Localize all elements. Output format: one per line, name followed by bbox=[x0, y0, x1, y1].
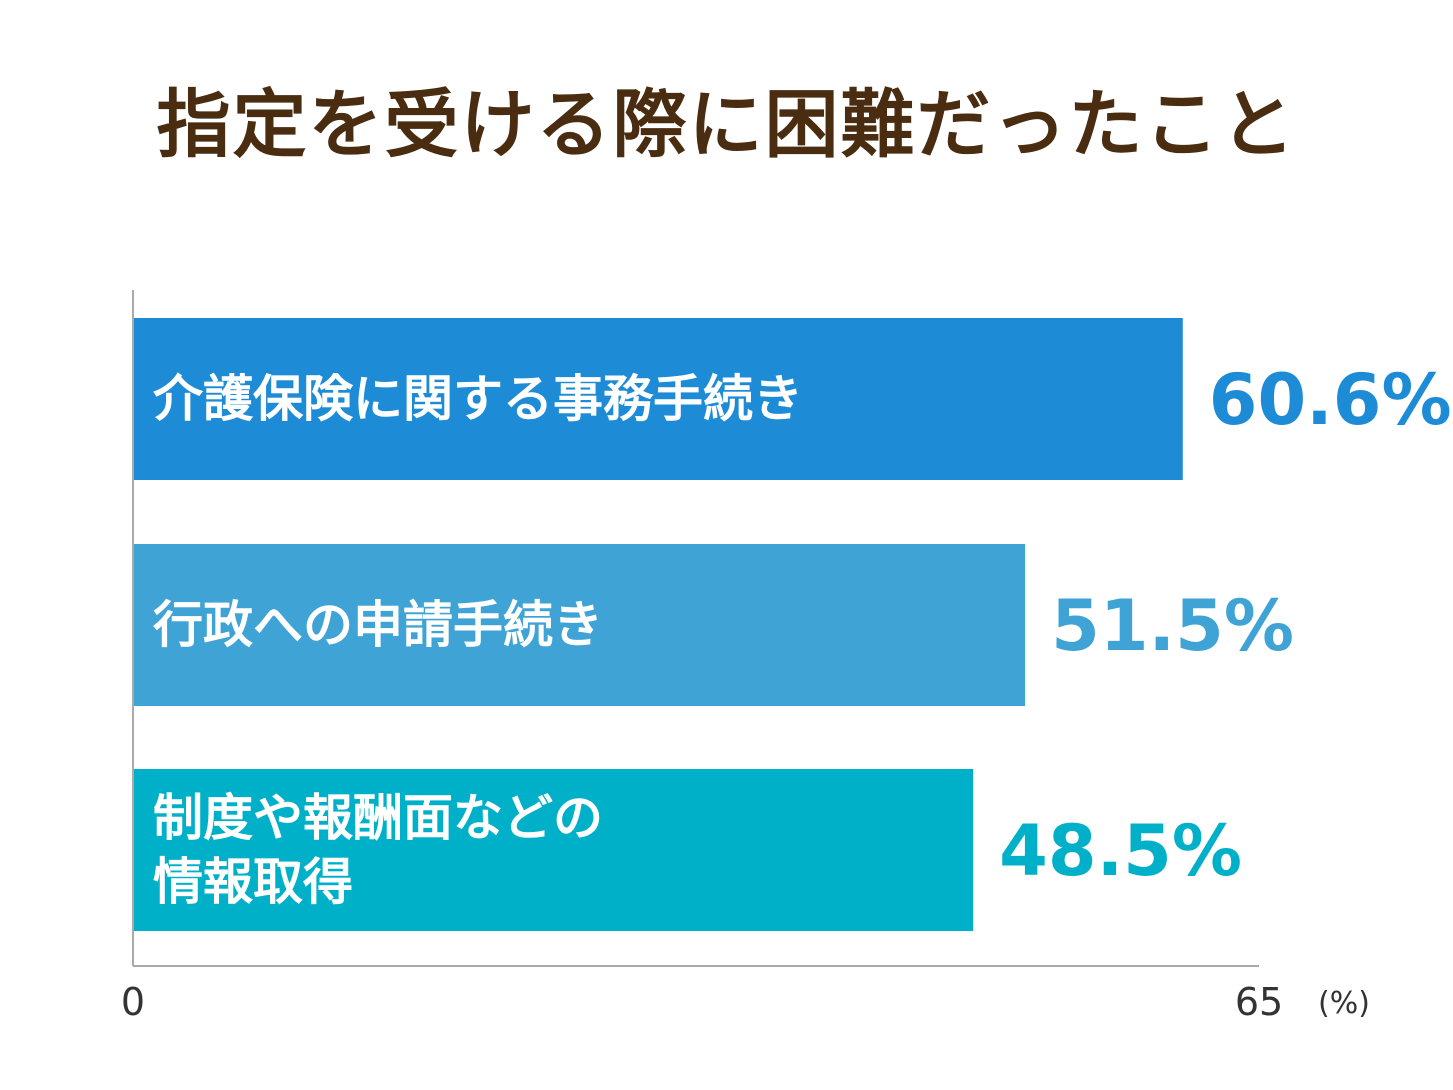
bar-category-line: 介護保険に関する事務手続き bbox=[153, 370, 803, 428]
bar-category-line: 行政への申請手続き bbox=[153, 596, 603, 654]
bar-3 bbox=[133, 769, 974, 931]
x-tick-label-min: 0 bbox=[121, 980, 145, 1024]
bars-layer: 介護保険に関する事務手続き 60.6% 行政への申請手続き 51.5% 制度や報酬面など… bbox=[133, 318, 1452, 931]
x-tick-label-max: 65 bbox=[1235, 980, 1283, 1024]
bar-2 bbox=[133, 544, 1026, 706]
chart-title: 指定を受ける際に困難だったこと bbox=[156, 82, 1297, 168]
bar-category-label-2: 行政への申請手続き bbox=[153, 596, 603, 654]
bar-value-label-2: 51.5% bbox=[1051, 585, 1294, 667]
axis-layer: 0 65 (%) bbox=[121, 290, 1370, 1024]
bar-value-label-1: 60.6% bbox=[1209, 359, 1452, 441]
bar-category-line: 情報取得 bbox=[153, 853, 353, 911]
x-axis-unit-label: (%) bbox=[1318, 986, 1370, 1021]
bar-category-label-1: 介護保険に関する事務手続き bbox=[153, 370, 803, 428]
bar-category-line: 制度や報酬面などの bbox=[153, 789, 603, 847]
bar-value-label-3: 48.5% bbox=[999, 810, 1242, 892]
bar-1 bbox=[133, 318, 1183, 480]
bar-category-label-3: 制度や報酬面などの情報取得 bbox=[153, 789, 603, 911]
